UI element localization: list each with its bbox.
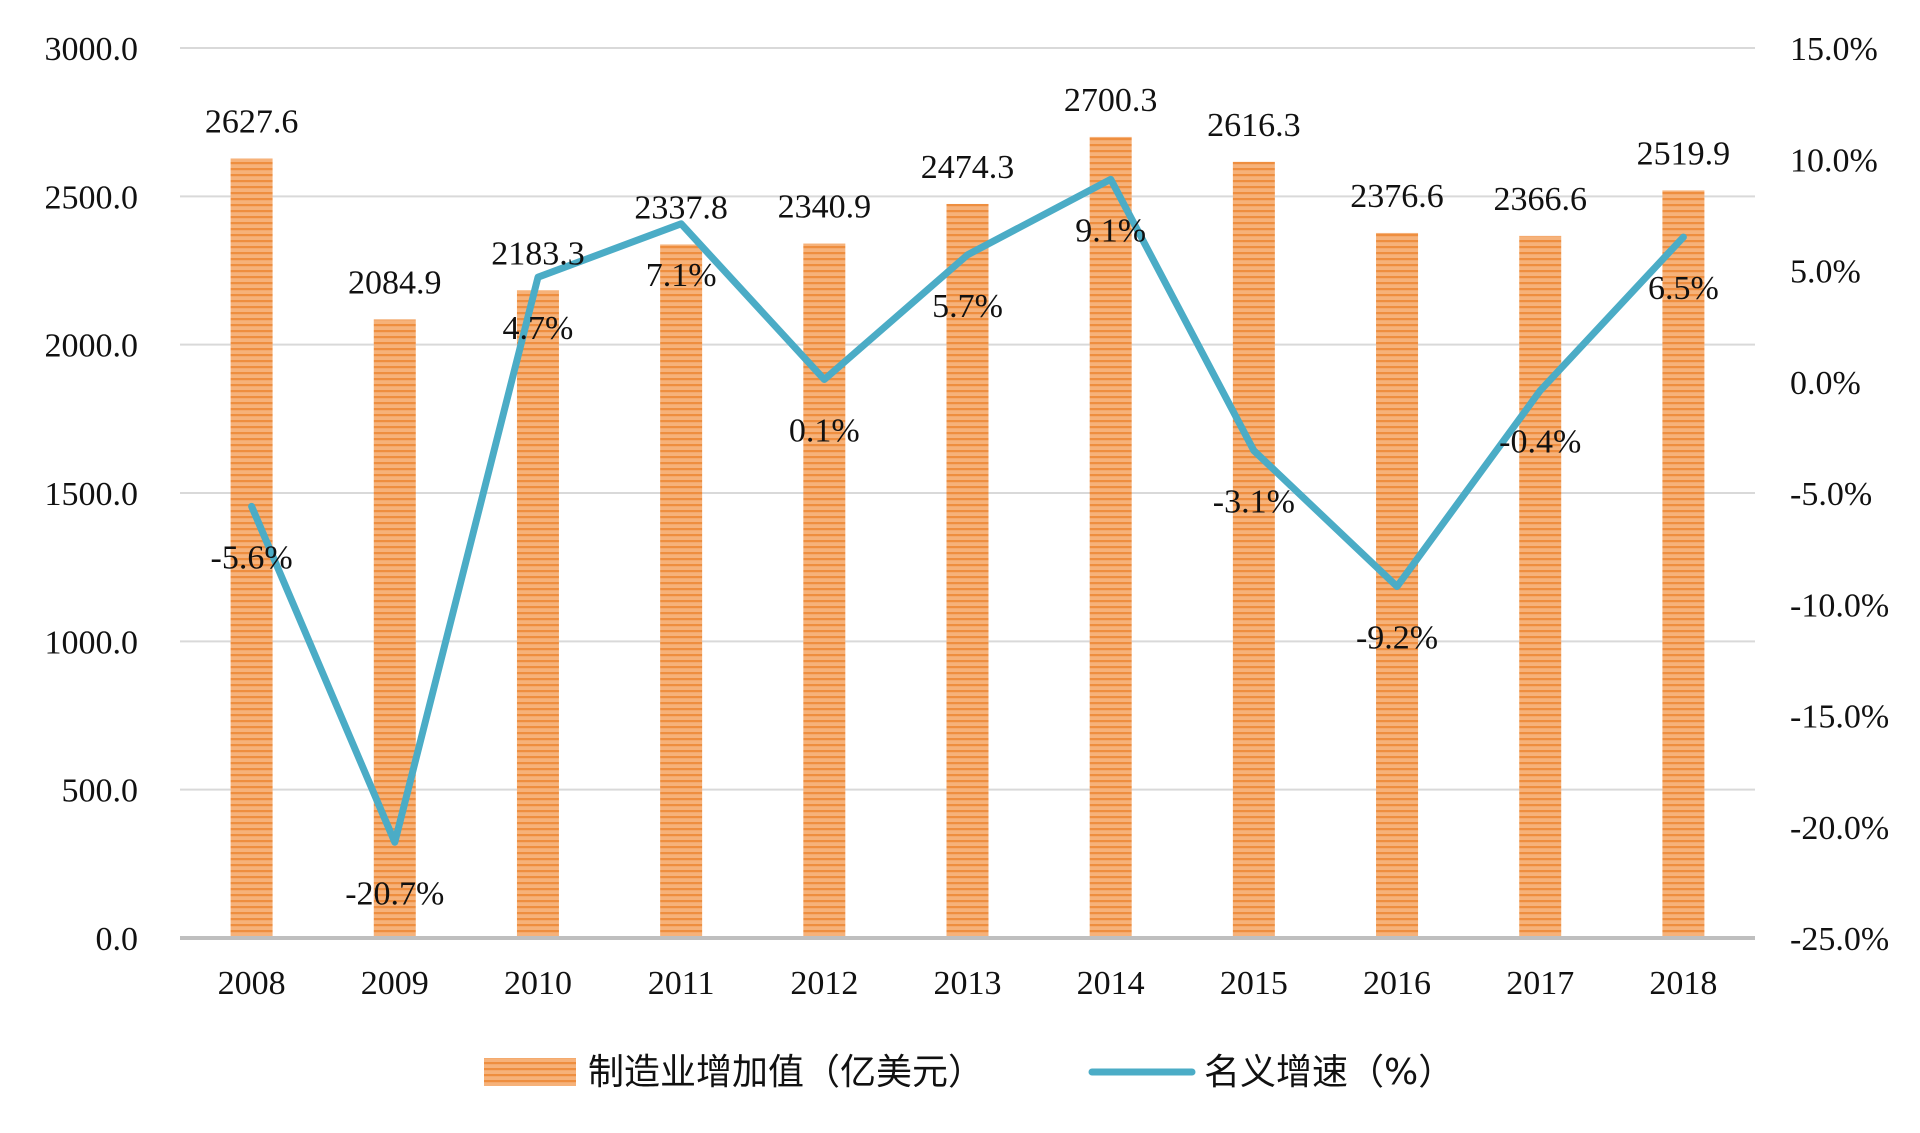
line-value-label: 9.1% [1075, 212, 1146, 249]
bar-value-label: 2700.3 [1064, 82, 1158, 119]
y-left-tick-label: 500.0 [62, 773, 139, 810]
line-value-label: 7.1% [646, 257, 717, 294]
x-tick-label: 2010 [504, 965, 572, 1002]
line-value-label: -0.4% [1499, 424, 1581, 461]
y-left-tick-label: 2000.0 [45, 328, 139, 365]
y-right-tick-label: -10.0% [1790, 587, 1889, 624]
legend-bar-label: 制造业增加值（亿美元） [588, 1052, 984, 1093]
legend-line-label: 名义增速（%） [1204, 1052, 1454, 1093]
x-tick-label: 2016 [1363, 965, 1431, 1002]
line-series [248, 175, 1687, 846]
y-right-tick-label: 10.0% [1790, 142, 1878, 179]
bar-value-label: 2616.3 [1207, 107, 1301, 144]
x-tick-label: 2015 [1220, 965, 1288, 1002]
y-left-tick-label: 1000.0 [45, 624, 139, 661]
axes: 0.0 500.0 1000.0 1500.0 2000.0 2500.0 3000.0 -2… [45, 31, 1890, 1002]
line-value-label: -5.6% [211, 539, 293, 576]
bar [660, 244, 703, 939]
line-value-label: -20.7% [345, 875, 444, 912]
y-right-tick-label: 15.0% [1790, 31, 1878, 68]
y-left-tick-label: 3000.0 [45, 31, 139, 68]
line-value-label: -3.1% [1213, 484, 1295, 521]
x-tick-label: 2017 [1506, 965, 1574, 1002]
y-right-tick-label: -25.0% [1790, 921, 1889, 958]
y-right-tick-label: 0.0% [1790, 365, 1861, 402]
bar [946, 203, 989, 939]
line-value-label: 4.7% [503, 310, 574, 347]
legend-bar-swatch [484, 1058, 576, 1086]
bar [230, 158, 273, 939]
bar-value-label: 2627.6 [205, 103, 299, 140]
x-tick-label: 2012 [790, 965, 858, 1002]
bar [1089, 136, 1132, 938]
y-left-tick-label: 2500.0 [45, 179, 139, 216]
y-right-tick-label: -15.0% [1790, 699, 1889, 736]
growth-line [248, 175, 1687, 846]
line-value-label: 0.1% [789, 413, 860, 450]
legend: 制造业增加值（亿美元） 名义增速（%） [484, 1052, 1454, 1093]
x-tick-label: 2013 [934, 965, 1002, 1002]
x-tick-label: 2009 [361, 965, 429, 1002]
bar-value-label: 2340.9 [778, 189, 872, 226]
x-tick-label: 2011 [648, 965, 715, 1002]
x-tick-label: 2014 [1077, 965, 1145, 1002]
bar-value-label: 2366.6 [1493, 181, 1587, 218]
bar [1662, 190, 1705, 938]
line-value-label: -9.2% [1356, 619, 1438, 656]
bar-series [230, 136, 1705, 939]
x-tick-label: 2018 [1649, 965, 1717, 1002]
y-right-tick-label: 5.0% [1790, 254, 1861, 291]
y-left-tick-label: 1500.0 [45, 476, 139, 513]
bar-value-label: 2376.6 [1350, 178, 1444, 215]
y-right-tick-label: -20.0% [1790, 810, 1889, 847]
line-value-label: 6.5% [1648, 270, 1719, 307]
y-left-tick-label: 0.0 [96, 921, 139, 958]
bar [803, 243, 846, 938]
line-value-label: 5.7% [932, 288, 1003, 325]
x-tick-label: 2008 [218, 965, 286, 1002]
bar [516, 290, 559, 938]
bar-value-label: 2474.3 [921, 149, 1015, 186]
bar-value-label: 2084.9 [348, 264, 442, 301]
y-right-tick-label: -5.0% [1790, 476, 1872, 513]
bar-value-label: 2519.9 [1637, 135, 1731, 172]
data-labels: 2627.6 2084.9 2183.3 2337.8 2340.9 2474.3 2700… [205, 82, 1730, 912]
bar [1232, 161, 1275, 938]
bar-value-label: 2183.3 [491, 235, 585, 272]
bar [1519, 235, 1562, 938]
bar-value-label: 2337.8 [634, 189, 728, 226]
